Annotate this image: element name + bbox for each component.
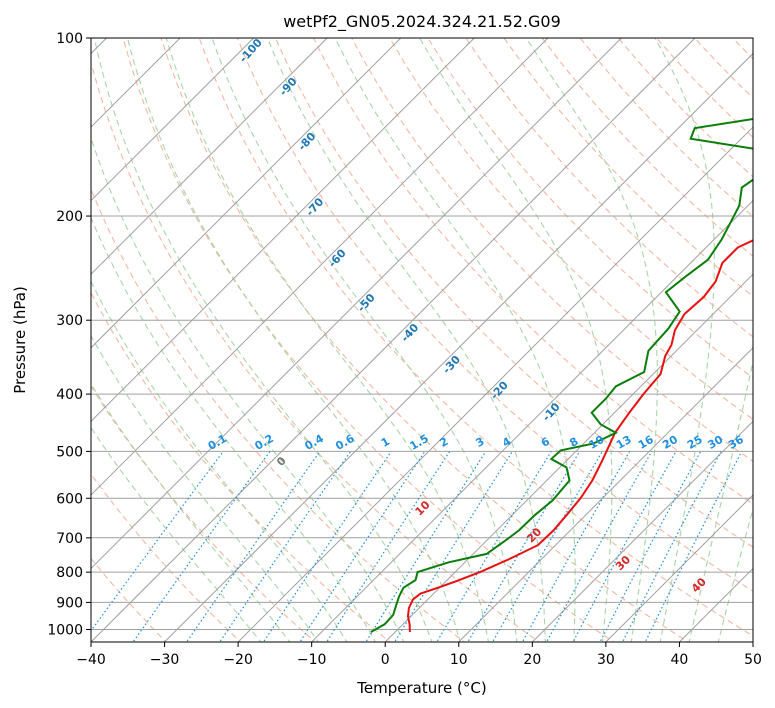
y-tick-label: 500 (56, 444, 83, 460)
mixing-ratio-line (132, 451, 271, 642)
dry-adiabat (160, 38, 690, 642)
isotherm (163, 52, 753, 642)
x-tick-label: −30 (150, 652, 180, 668)
mixing-ratio-line (91, 451, 224, 632)
mixing-ratio-line (185, 451, 321, 642)
isotherm (91, 38, 255, 202)
dry-adiabat (236, 38, 753, 592)
y-tick-label: 400 (56, 387, 83, 403)
mixing-ratio-line (325, 451, 451, 642)
x-tick-label: 50 (744, 652, 762, 668)
isotherm (91, 38, 402, 349)
y-tick-label: 600 (56, 491, 83, 507)
y-tick-label: 100 (56, 31, 83, 47)
x-tick-label: 0 (381, 652, 390, 668)
x-tick-label: −10 (297, 652, 327, 668)
mixing-ratio-line (436, 451, 552, 642)
x-tick-label: 30 (597, 652, 615, 668)
dry-adiabat (274, 38, 753, 548)
moist-adiabat (91, 136, 405, 642)
y-tick-label: 200 (56, 209, 83, 225)
x-tick-label: −20 (223, 652, 253, 668)
x-tick-label: 20 (523, 652, 541, 668)
mixing-ratio-line (467, 451, 581, 642)
mixing-ratio-line (621, 451, 722, 642)
x-tick-label: 40 (671, 652, 689, 668)
axis-ticks: −40 −30 −20 −10 0 10 20 30 40 50 100 200 300 400 500 60… (47, 31, 762, 668)
y-tick-label: 700 (56, 531, 83, 547)
mixing-ratio-line (365, 451, 487, 642)
y-axis-label: Pressure (hPa) (11, 286, 29, 394)
isotherm (310, 199, 753, 642)
temperature-line (406, 239, 753, 633)
moist-adiabat (91, 216, 376, 642)
profile-lines (370, 118, 753, 633)
dry-adiabat (313, 38, 753, 505)
mixing-ratio-line (262, 451, 392, 642)
dry-adiabat (91, 187, 466, 642)
isotherm (91, 38, 476, 423)
x-axis-label: Temperature (°C) (356, 679, 486, 697)
mixing-ratio-line (572, 451, 677, 642)
isotherm (531, 420, 753, 642)
mixing-ratio-line (299, 451, 426, 642)
dry-adiabat (198, 38, 753, 637)
y-tick-label: 1000 (47, 622, 83, 638)
isotherm (384, 273, 753, 642)
isotherm (605, 494, 753, 642)
isotherm (91, 38, 696, 642)
plot-frame (90, 37, 754, 643)
y-tick-label: 300 (56, 313, 83, 329)
isotherm (91, 38, 623, 570)
mixing-ratio-line (219, 451, 352, 642)
y-tick-label: 900 (56, 595, 83, 611)
isotherm (91, 38, 328, 275)
mixing-ratio-line (599, 451, 702, 642)
isotherm (457, 347, 753, 642)
dry-adiabat (465, 38, 753, 338)
isotherm (237, 126, 753, 642)
isotherm (91, 38, 549, 496)
dewpoint-line (370, 118, 753, 633)
x-tick-label: 10 (450, 652, 468, 668)
y-tick-label: 800 (56, 565, 83, 581)
dry-adiabat (351, 38, 753, 462)
dry-adiabat (427, 38, 753, 379)
chart-title: wetPf2_GN05.2024.324.21.52.G09 (283, 12, 561, 32)
dry-adiabat (389, 38, 753, 420)
x-tick-label: −40 (76, 652, 106, 668)
background-lines (91, 38, 753, 642)
